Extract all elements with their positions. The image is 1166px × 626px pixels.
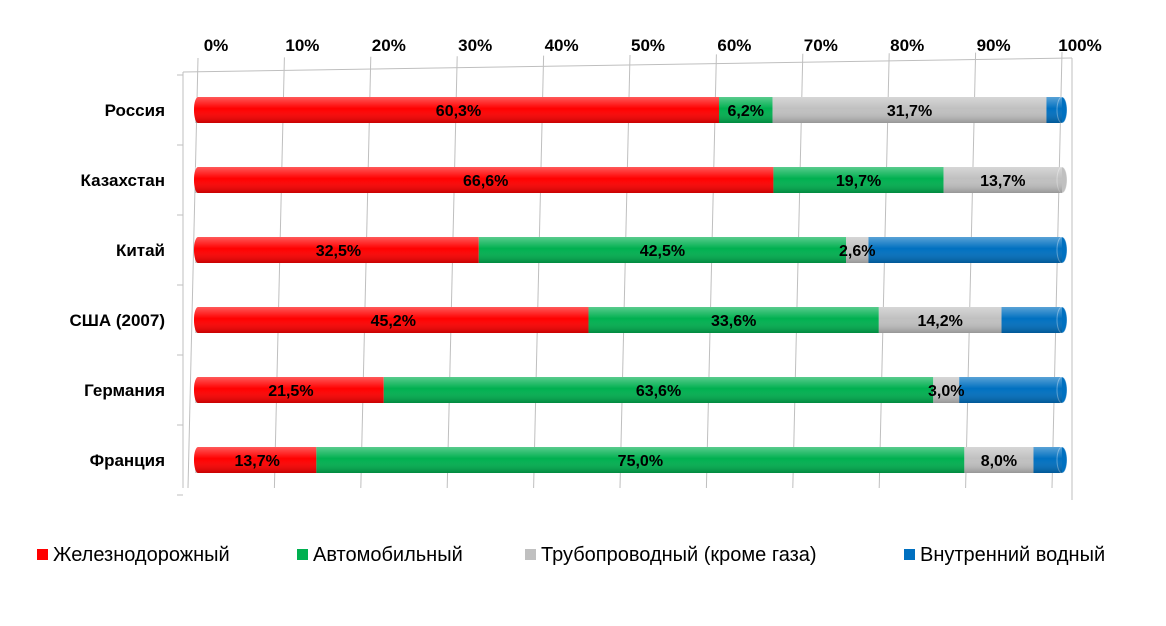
category-label-германия: Германия	[84, 381, 165, 400]
legend-label: Железнодорожный	[53, 544, 230, 566]
x-axis-ticks: 0% 10% 20% 30% 40% 50% 60% 70% 80% 90% 100%	[204, 36, 1102, 55]
gridline	[705, 54, 717, 489]
category-label-китай: Китай	[116, 241, 165, 260]
x-tick-label: 90%	[977, 36, 1011, 55]
data-label-автомобильный: 19,7%	[836, 173, 881, 190]
legend: Железнодорожный Автомобильный Трубопроводн…	[37, 544, 1105, 566]
legend-item-автомобильный: Автомобильный	[297, 544, 463, 566]
x-tick-label: 80%	[890, 36, 924, 55]
legend-swatch	[37, 549, 48, 560]
data-label-автомобильный: 63,6%	[636, 383, 681, 400]
category-label-франция: Франция	[90, 451, 165, 470]
data-label-железнодорожный: 32,5%	[316, 243, 361, 260]
bar-shading	[195, 377, 1062, 403]
legend-label: Трубопроводный (кроме газа)	[541, 544, 817, 566]
legend-label: Внутренний водный	[920, 544, 1105, 566]
bar-shading	[195, 307, 1062, 333]
data-label-трубопроводный-кроме-газа: 31,7%	[887, 103, 932, 120]
data-label-трубопроводный-кроме-газа: 3,0%	[928, 383, 964, 400]
legend-label: Автомобильный	[313, 544, 463, 566]
bar-shading	[195, 97, 1062, 123]
bar-shading	[195, 237, 1062, 263]
gridline	[878, 53, 890, 489]
data-label-автомобильный: 75,0%	[618, 453, 663, 470]
gridline	[619, 54, 631, 489]
bar-row-китай	[194, 236, 1068, 264]
x-tick-label: 0%	[204, 36, 229, 55]
gridline	[533, 55, 545, 489]
x-tick-label: 30%	[458, 36, 492, 55]
data-label-автомобильный: 42,5%	[640, 243, 685, 260]
legend-item-железнодорожный: Железнодорожный	[37, 544, 230, 566]
data-label-автомобильный: 33,6%	[711, 313, 756, 330]
data-label-железнодорожный: 21,5%	[268, 383, 313, 400]
data-label-трубопроводный-кроме-газа: 2,6%	[839, 243, 875, 260]
bar-shading	[195, 447, 1062, 473]
bar-row-германия	[194, 376, 1068, 404]
bar-row-франция	[194, 446, 1068, 474]
category-label-россия: Россия	[105, 101, 165, 120]
data-label-железнодорожный: 60,3%	[436, 103, 481, 120]
gridline	[360, 56, 372, 489]
category-label-сша-2007: США (2007)	[69, 311, 165, 330]
data-labels: 60,3% 6,2% 31,7% 66,6% 19,7% 13,7% 32,5% 42,5% 2…	[234, 103, 1025, 470]
x-tick-label: 40%	[545, 36, 579, 55]
data-label-автомобильный: 6,2%	[728, 103, 764, 120]
x-tick-label: 100%	[1058, 36, 1101, 55]
category-labels: Россия Казахстан Китай США (2007) Германия Фр…	[69, 101, 165, 470]
bar-row-россия	[194, 96, 1068, 124]
legend-item-внутренний-водный: Внутренний водный	[904, 544, 1105, 566]
grid	[177, 51, 1073, 500]
legend-swatch	[297, 549, 308, 560]
x-tick-label: 60%	[717, 36, 751, 55]
data-label-железнодорожный: 66,6%	[463, 173, 508, 190]
x-tick-label: 10%	[285, 36, 319, 55]
data-label-трубопроводный-кроме-газа: 13,7%	[980, 173, 1025, 190]
bar-row-сша-2007	[194, 306, 1068, 334]
bars	[194, 96, 1068, 474]
legend-swatch	[525, 549, 536, 560]
gridline	[792, 53, 804, 489]
x-tick-label: 70%	[804, 36, 838, 55]
legend-swatch	[904, 549, 915, 560]
gridline	[1051, 51, 1063, 489]
gridline	[965, 52, 977, 489]
x-tick-label: 20%	[372, 36, 406, 55]
gridline	[446, 56, 458, 489]
gridline	[187, 57, 199, 489]
bar-row-казахстан	[194, 166, 1068, 194]
category-label-казахстан: Казахстан	[81, 171, 165, 190]
legend-item-трубопроводный-кроме-газа: Трубопроводный (кроме газа)	[525, 544, 817, 566]
data-label-трубопроводный-кроме-газа: 14,2%	[917, 313, 962, 330]
plot-top-edge	[182, 57, 1073, 73]
data-label-железнодорожный: 13,7%	[234, 453, 279, 470]
data-label-трубопроводный-кроме-газа: 8,0%	[981, 453, 1017, 470]
bar-shading	[195, 167, 1062, 193]
data-label-железнодорожный: 45,2%	[371, 313, 416, 330]
gridline	[273, 57, 285, 489]
x-tick-label: 50%	[631, 36, 665, 55]
